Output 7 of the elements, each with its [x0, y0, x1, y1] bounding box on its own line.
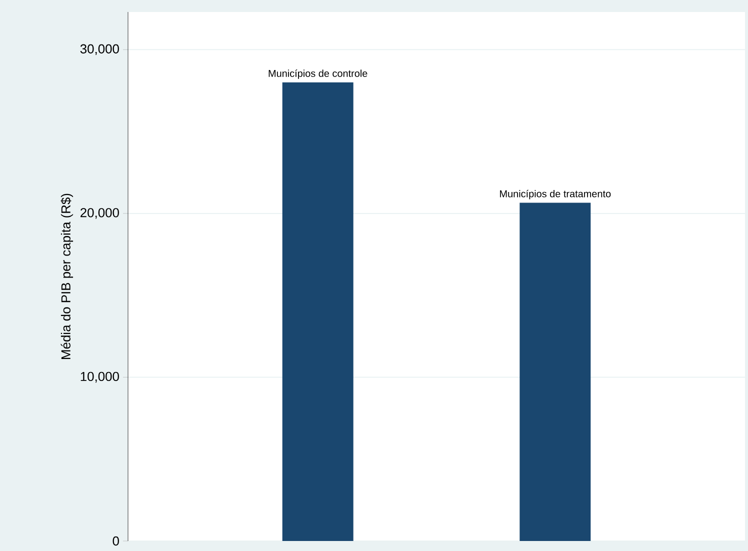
y-tick-label: 0	[112, 536, 119, 546]
y-tick-label: 30,000	[80, 44, 119, 56]
y-tick-label: 20,000	[80, 208, 119, 219]
x-tick-label: Municípios de controle	[268, 69, 368, 79]
y-tick-label: 10,000	[80, 372, 119, 383]
y-axis-title: Média do PIB per capita (R$)	[60, 194, 74, 359]
x-tick-label: Municípios de tratamento	[500, 190, 611, 200]
